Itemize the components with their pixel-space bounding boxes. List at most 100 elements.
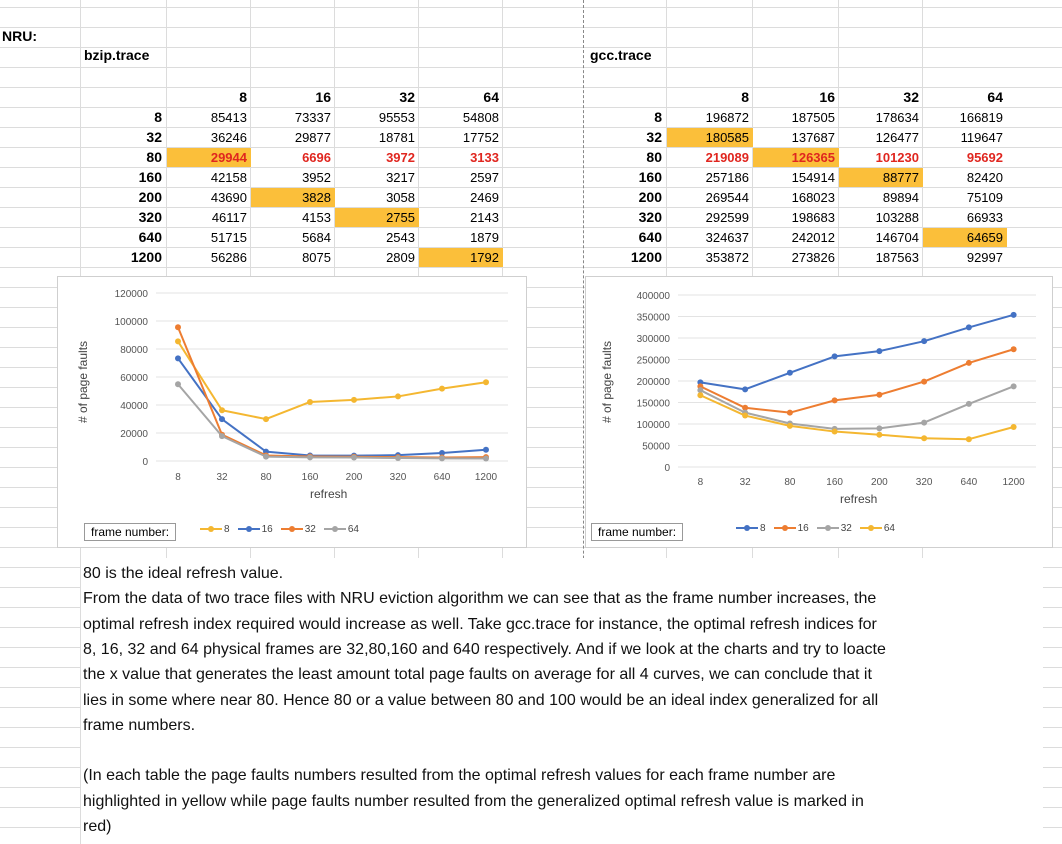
table-cell: 353872 — [705, 250, 749, 265]
data-point — [1010, 424, 1017, 431]
series-line-32 — [699, 385, 1014, 430]
col-header: 8 — [239, 89, 247, 105]
y-tick-label: 250000 — [637, 356, 671, 367]
legend-label: 64 — [883, 523, 895, 534]
left-chart-legend-title: frame number: — [84, 523, 177, 541]
table-cell: 103288 — [875, 210, 919, 225]
row-header: 32 — [646, 129, 662, 145]
x-tick-label: 320 — [390, 472, 407, 483]
table-cell: 82420 — [966, 170, 1003, 185]
table-cell: 92997 — [966, 250, 1003, 265]
table-cell: 88777 — [839, 168, 923, 187]
table-cell: 257186 — [705, 170, 749, 185]
right-chart-xlabel: refresh — [840, 492, 878, 506]
data-point — [307, 398, 313, 405]
legend-item: 64 — [323, 524, 359, 535]
data-point — [263, 416, 269, 423]
data-point — [1010, 346, 1017, 353]
y-tick-label: 0 — [664, 463, 670, 474]
data-point — [439, 450, 445, 457]
x-tick-label: 8 — [175, 472, 181, 483]
data-point — [351, 396, 357, 403]
table-cell: 168023 — [791, 190, 835, 205]
table-cell: 64659 — [923, 228, 1007, 247]
data-point — [439, 385, 445, 392]
data-point — [439, 455, 445, 462]
y-tick-label: 120000 — [115, 289, 149, 300]
row-header: 80 — [146, 149, 162, 165]
data-point — [965, 400, 972, 407]
table-cell: 36246 — [210, 130, 247, 145]
col-header: 32 — [399, 89, 415, 105]
table-cell: 126365 — [753, 148, 839, 167]
col-header: 8 — [741, 89, 749, 105]
x-tick-label: 640 — [961, 477, 978, 488]
legend-swatch-icon — [736, 525, 758, 532]
legend-item: 16 — [237, 524, 273, 535]
note-line: 80 is the ideal refresh value. — [83, 565, 284, 582]
x-tick-label: 32 — [216, 472, 228, 483]
table-cell: 242012 — [791, 230, 835, 245]
y-tick-label: 80000 — [120, 345, 148, 356]
table-cell: 29944 — [167, 148, 251, 167]
table-cell: 154914 — [791, 170, 835, 185]
table-cell: 180585 — [667, 128, 753, 147]
data-point — [786, 422, 793, 429]
note-line: frame numbers. — [83, 716, 196, 734]
data-point — [219, 407, 225, 414]
data-point — [175, 324, 181, 331]
table-cell: 126477 — [875, 130, 919, 145]
left-chart-legend: 8 16 32 64 — [200, 524, 367, 535]
table-cell: 29877 — [294, 130, 331, 145]
table-cell: 54808 — [462, 110, 499, 125]
y-tick-label: 0 — [142, 457, 148, 468]
legend-swatch-icon — [773, 525, 796, 532]
table-cell: 324637 — [705, 230, 749, 245]
legend-swatch-icon — [200, 526, 222, 533]
series-line-64 — [699, 394, 1014, 441]
y-tick-label: 350000 — [637, 313, 671, 324]
x-tick-label: 200 — [871, 477, 888, 488]
left-chart-xlabel: refresh — [310, 487, 348, 501]
table-cell: 66933 — [966, 210, 1003, 225]
table-cell: 198683 — [791, 210, 835, 225]
table-cell: 273826 — [791, 250, 835, 265]
row-header: 1200 — [130, 249, 162, 265]
legend-label: 8 — [224, 524, 230, 535]
data-point — [395, 454, 401, 461]
table-cell: 119647 — [960, 130, 1003, 145]
legend-swatch-icon — [280, 526, 303, 533]
table-cell: 73337 — [294, 110, 331, 125]
x-tick-label: 8 — [698, 477, 704, 488]
data-point — [1010, 311, 1017, 318]
data-point — [697, 387, 704, 394]
data-point — [483, 446, 489, 453]
row-header: 160 — [138, 169, 162, 185]
data-point — [921, 419, 928, 426]
x-tick-label: 160 — [826, 477, 843, 488]
legend-swatch-icon — [859, 525, 882, 532]
legend-label: 32 — [840, 523, 852, 534]
table-cell: 187563 — [875, 250, 919, 265]
row-header: 8 — [154, 109, 162, 125]
page-break-line — [583, 0, 584, 844]
series-line-16 — [177, 357, 487, 457]
table-cell: 2469 — [470, 190, 499, 205]
table-cell: 2809 — [386, 250, 415, 265]
note-line: optimal refresh index required would inc… — [83, 615, 877, 633]
x-tick-label: 160 — [302, 472, 319, 483]
legend-swatch-icon — [816, 525, 839, 532]
left-table-title: bzip.trace — [84, 47, 150, 63]
right-chart-svg: 0 50000 100000 150000 200000 250000 300000 3500… — [637, 291, 1036, 488]
legend-label: 64 — [347, 524, 359, 535]
series-line-16 — [699, 348, 1014, 414]
sheet-label: NRU: — [2, 28, 37, 44]
table-cell: 51715 — [210, 230, 247, 245]
legend-item: 8 — [736, 523, 766, 534]
right-table-title: gcc.trace — [590, 47, 652, 63]
y-tick-label: 300000 — [637, 334, 671, 345]
x-tick-label: 320 — [916, 477, 933, 488]
table-cell: 2597 — [470, 170, 499, 185]
note-line: the x value that generates the least amo… — [83, 666, 872, 684]
data-point — [483, 379, 489, 386]
